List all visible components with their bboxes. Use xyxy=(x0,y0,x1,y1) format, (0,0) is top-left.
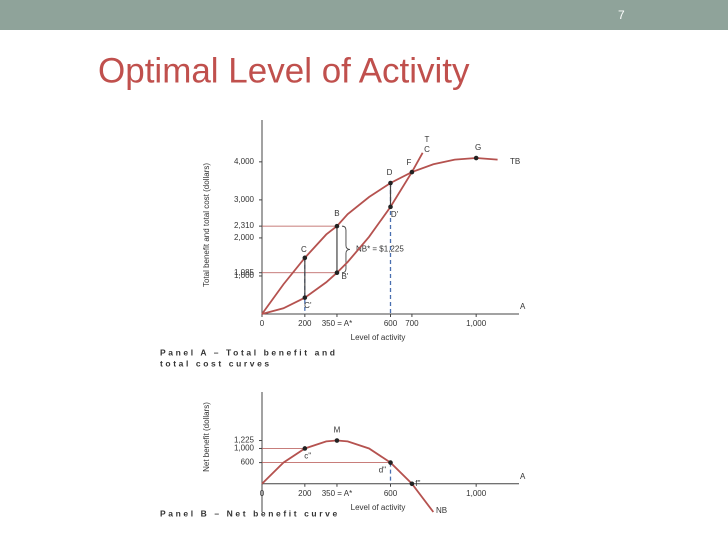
page-number: 7 xyxy=(618,8,625,22)
panel-caption: total cost curves xyxy=(160,358,272,368)
point-label: c'' xyxy=(304,452,312,461)
top-bar xyxy=(0,0,728,30)
point-label: B' xyxy=(342,272,349,281)
x-axis-label: Level of activity xyxy=(351,333,406,342)
x-tick-label: 200 xyxy=(298,319,312,328)
x-tick-label: 1,000 xyxy=(466,319,487,328)
y-tick-label: 3,000 xyxy=(234,195,255,204)
x-tick-label: 200 xyxy=(298,489,312,498)
slide-title: Optimal Level of Activity xyxy=(98,51,470,90)
point xyxy=(409,169,415,175)
brace xyxy=(341,225,350,274)
x-tick-label: 600 xyxy=(384,489,398,498)
y-tick-label: 1,225 xyxy=(234,436,255,445)
point-label: B xyxy=(334,209,339,218)
axis-end-label: A xyxy=(520,302,526,311)
y-tick-label: 4,000 xyxy=(234,157,255,166)
point xyxy=(388,460,393,465)
panel-caption: Panel B – Net benefit curve xyxy=(160,508,340,518)
point xyxy=(302,295,308,300)
annotation: NB* = $1,225 xyxy=(356,245,404,254)
point xyxy=(302,446,308,451)
x-tick-label: 1,000 xyxy=(466,489,487,498)
y-tick-label: 600 xyxy=(241,458,255,467)
curve xyxy=(261,157,498,315)
point xyxy=(302,255,308,261)
y-axis-label: Total benefit and total cost (dollars) xyxy=(202,163,211,287)
point xyxy=(473,155,479,161)
y-tick-label: 1,085 xyxy=(234,268,255,277)
point xyxy=(409,481,415,487)
y-tick-label: 2,310 xyxy=(234,221,255,230)
x-tick-label: 0 xyxy=(260,319,265,328)
point xyxy=(334,270,340,276)
panel-caption: Panel A – Total benefit and xyxy=(160,347,338,357)
curve xyxy=(261,439,435,513)
point xyxy=(334,438,340,443)
x-tick-label: 0 xyxy=(260,489,265,498)
point-label: f'' xyxy=(415,479,421,488)
point-label: C xyxy=(301,245,307,254)
x-tick-label: 600 xyxy=(384,319,398,328)
point xyxy=(388,180,393,186)
point-label: D xyxy=(387,168,393,177)
legend-label: NB xyxy=(436,506,447,515)
point xyxy=(334,223,340,229)
y-axis-label: Net benefit (dollars) xyxy=(202,402,211,472)
x-tick-label: 350 = A* xyxy=(322,489,352,498)
point-label: d'' xyxy=(379,466,387,475)
x-axis-label: Level of activity xyxy=(351,503,406,512)
legend-label: TB xyxy=(510,157,520,166)
y-tick-label: 2,000 xyxy=(234,233,255,242)
point-label: C' xyxy=(304,301,312,310)
point-label: M xyxy=(334,426,341,435)
y-tick-label: 1,000 xyxy=(234,444,255,453)
point xyxy=(388,204,393,210)
x-tick-label: 350 = A* xyxy=(322,319,352,328)
x-tick-label: 700 xyxy=(405,319,419,328)
point-label: F xyxy=(406,158,411,167)
curve xyxy=(261,152,424,315)
point-label: G xyxy=(475,143,481,152)
point-label: D' xyxy=(391,210,399,219)
y-tick-label: 1,000 xyxy=(234,271,255,280)
axis-end-label: A xyxy=(520,472,526,481)
